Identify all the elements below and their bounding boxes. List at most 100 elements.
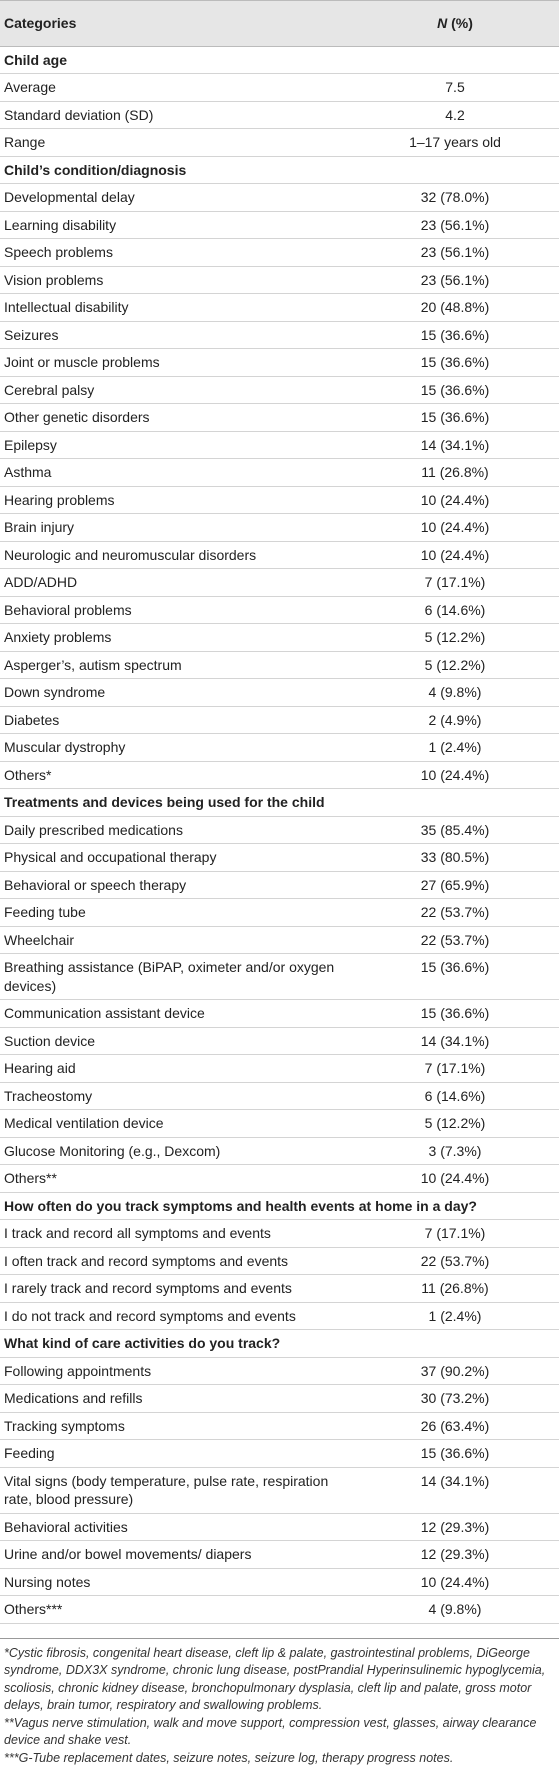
- value-cell: 10 (24.4%): [351, 486, 559, 514]
- value-cell: 12 (29.3%): [351, 1541, 559, 1569]
- category-cell: Daily prescribed medications: [0, 816, 351, 844]
- category-cell: Epilepsy: [0, 431, 351, 459]
- category-cell: Range: [0, 129, 351, 157]
- data-row: Standard deviation (SD)4.2: [0, 101, 559, 129]
- section-title: How often do you track symptoms and heal…: [0, 1192, 559, 1220]
- category-cell: Feeding tube: [0, 899, 351, 927]
- value-cell: 32 (78.0%): [351, 184, 559, 212]
- category-cell: Behavioral problems: [0, 596, 351, 624]
- category-cell: Speech problems: [0, 239, 351, 267]
- section-row: Treatments and devices being used for th…: [0, 789, 559, 817]
- value-cell: 6 (14.6%): [351, 1082, 559, 1110]
- footnotes: *Cystic fibrosis, congenital heart disea…: [0, 1638, 559, 1767]
- value-cell: 26 (63.4%): [351, 1412, 559, 1440]
- category-cell: Vital signs (body temperature, pulse rat…: [0, 1467, 351, 1513]
- category-cell: Hearing aid: [0, 1055, 351, 1083]
- category-cell: ADD/ADHD: [0, 569, 351, 597]
- value-cell: 12 (29.3%): [351, 1513, 559, 1541]
- section-title: Child’s condition/diagnosis: [0, 156, 559, 184]
- value-cell: 5 (12.2%): [351, 624, 559, 652]
- category-cell: Wheelchair: [0, 926, 351, 954]
- value-cell: 15 (36.6%): [351, 321, 559, 349]
- data-row: I rarely track and record symptoms and e…: [0, 1275, 559, 1303]
- value-cell: 11 (26.8%): [351, 459, 559, 487]
- category-cell: Down syndrome: [0, 679, 351, 707]
- data-row: Vital signs (body temperature, pulse rat…: [0, 1467, 559, 1513]
- data-row: Breathing assistance (BiPAP, oximeter an…: [0, 954, 559, 1000]
- category-cell: Suction device: [0, 1027, 351, 1055]
- category-cell: Seizures: [0, 321, 351, 349]
- section-row: Child’s condition/diagnosis: [0, 156, 559, 184]
- value-cell: 7 (17.1%): [351, 1220, 559, 1248]
- value-cell: 23 (56.1%): [351, 239, 559, 267]
- header-n: N: [437, 15, 447, 31]
- category-cell: Glucose Monitoring (e.g., Dexcom): [0, 1137, 351, 1165]
- category-cell: Physical and occupational therapy: [0, 844, 351, 872]
- section-title: Treatments and devices being used for th…: [0, 789, 559, 817]
- category-cell: Others***: [0, 1596, 351, 1624]
- footnote: *Cystic fibrosis, congenital heart disea…: [4, 1645, 555, 1715]
- category-cell: Feeding: [0, 1440, 351, 1468]
- value-cell: 7.5: [351, 74, 559, 102]
- value-cell: 37 (90.2%): [351, 1357, 559, 1385]
- category-cell: Behavioral or speech therapy: [0, 871, 351, 899]
- value-cell: 14 (34.1%): [351, 431, 559, 459]
- value-cell: 1 (2.4%): [351, 734, 559, 762]
- header-pct: (%): [451, 15, 473, 31]
- value-cell: 4 (9.8%): [351, 679, 559, 707]
- category-cell: Nursing notes: [0, 1568, 351, 1596]
- value-cell: 7 (17.1%): [351, 1055, 559, 1083]
- category-cell: Learning disability: [0, 211, 351, 239]
- section-title: What kind of care activities do you trac…: [0, 1330, 559, 1358]
- value-cell: 7 (17.1%): [351, 569, 559, 597]
- category-cell: Cerebral palsy: [0, 376, 351, 404]
- value-cell: 27 (65.9%): [351, 871, 559, 899]
- value-cell: 15 (36.6%): [351, 349, 559, 377]
- header-cell: Categories: [0, 1, 351, 47]
- value-cell: 5 (12.2%): [351, 651, 559, 679]
- data-row: Others**10 (24.4%): [0, 1165, 559, 1193]
- category-cell: Developmental delay: [0, 184, 351, 212]
- category-cell: Standard deviation (SD): [0, 101, 351, 129]
- value-cell: 10 (24.4%): [351, 761, 559, 789]
- value-cell: 30 (73.2%): [351, 1385, 559, 1413]
- category-cell: Asperger’s, autism spectrum: [0, 651, 351, 679]
- category-cell: Joint or muscle problems: [0, 349, 351, 377]
- data-row: I often track and record symptoms and ev…: [0, 1247, 559, 1275]
- category-cell: Medications and refills: [0, 1385, 351, 1413]
- value-cell: 11 (26.8%): [351, 1275, 559, 1303]
- value-cell: 6 (14.6%): [351, 596, 559, 624]
- value-cell: 15 (36.6%): [351, 376, 559, 404]
- value-cell: 1 (2.4%): [351, 1302, 559, 1330]
- value-cell: 20 (48.8%): [351, 294, 559, 322]
- data-row: Glucose Monitoring (e.g., Dexcom)3 (7.3%…: [0, 1137, 559, 1165]
- category-cell: Urine and/or bowel movements/ diapers: [0, 1541, 351, 1569]
